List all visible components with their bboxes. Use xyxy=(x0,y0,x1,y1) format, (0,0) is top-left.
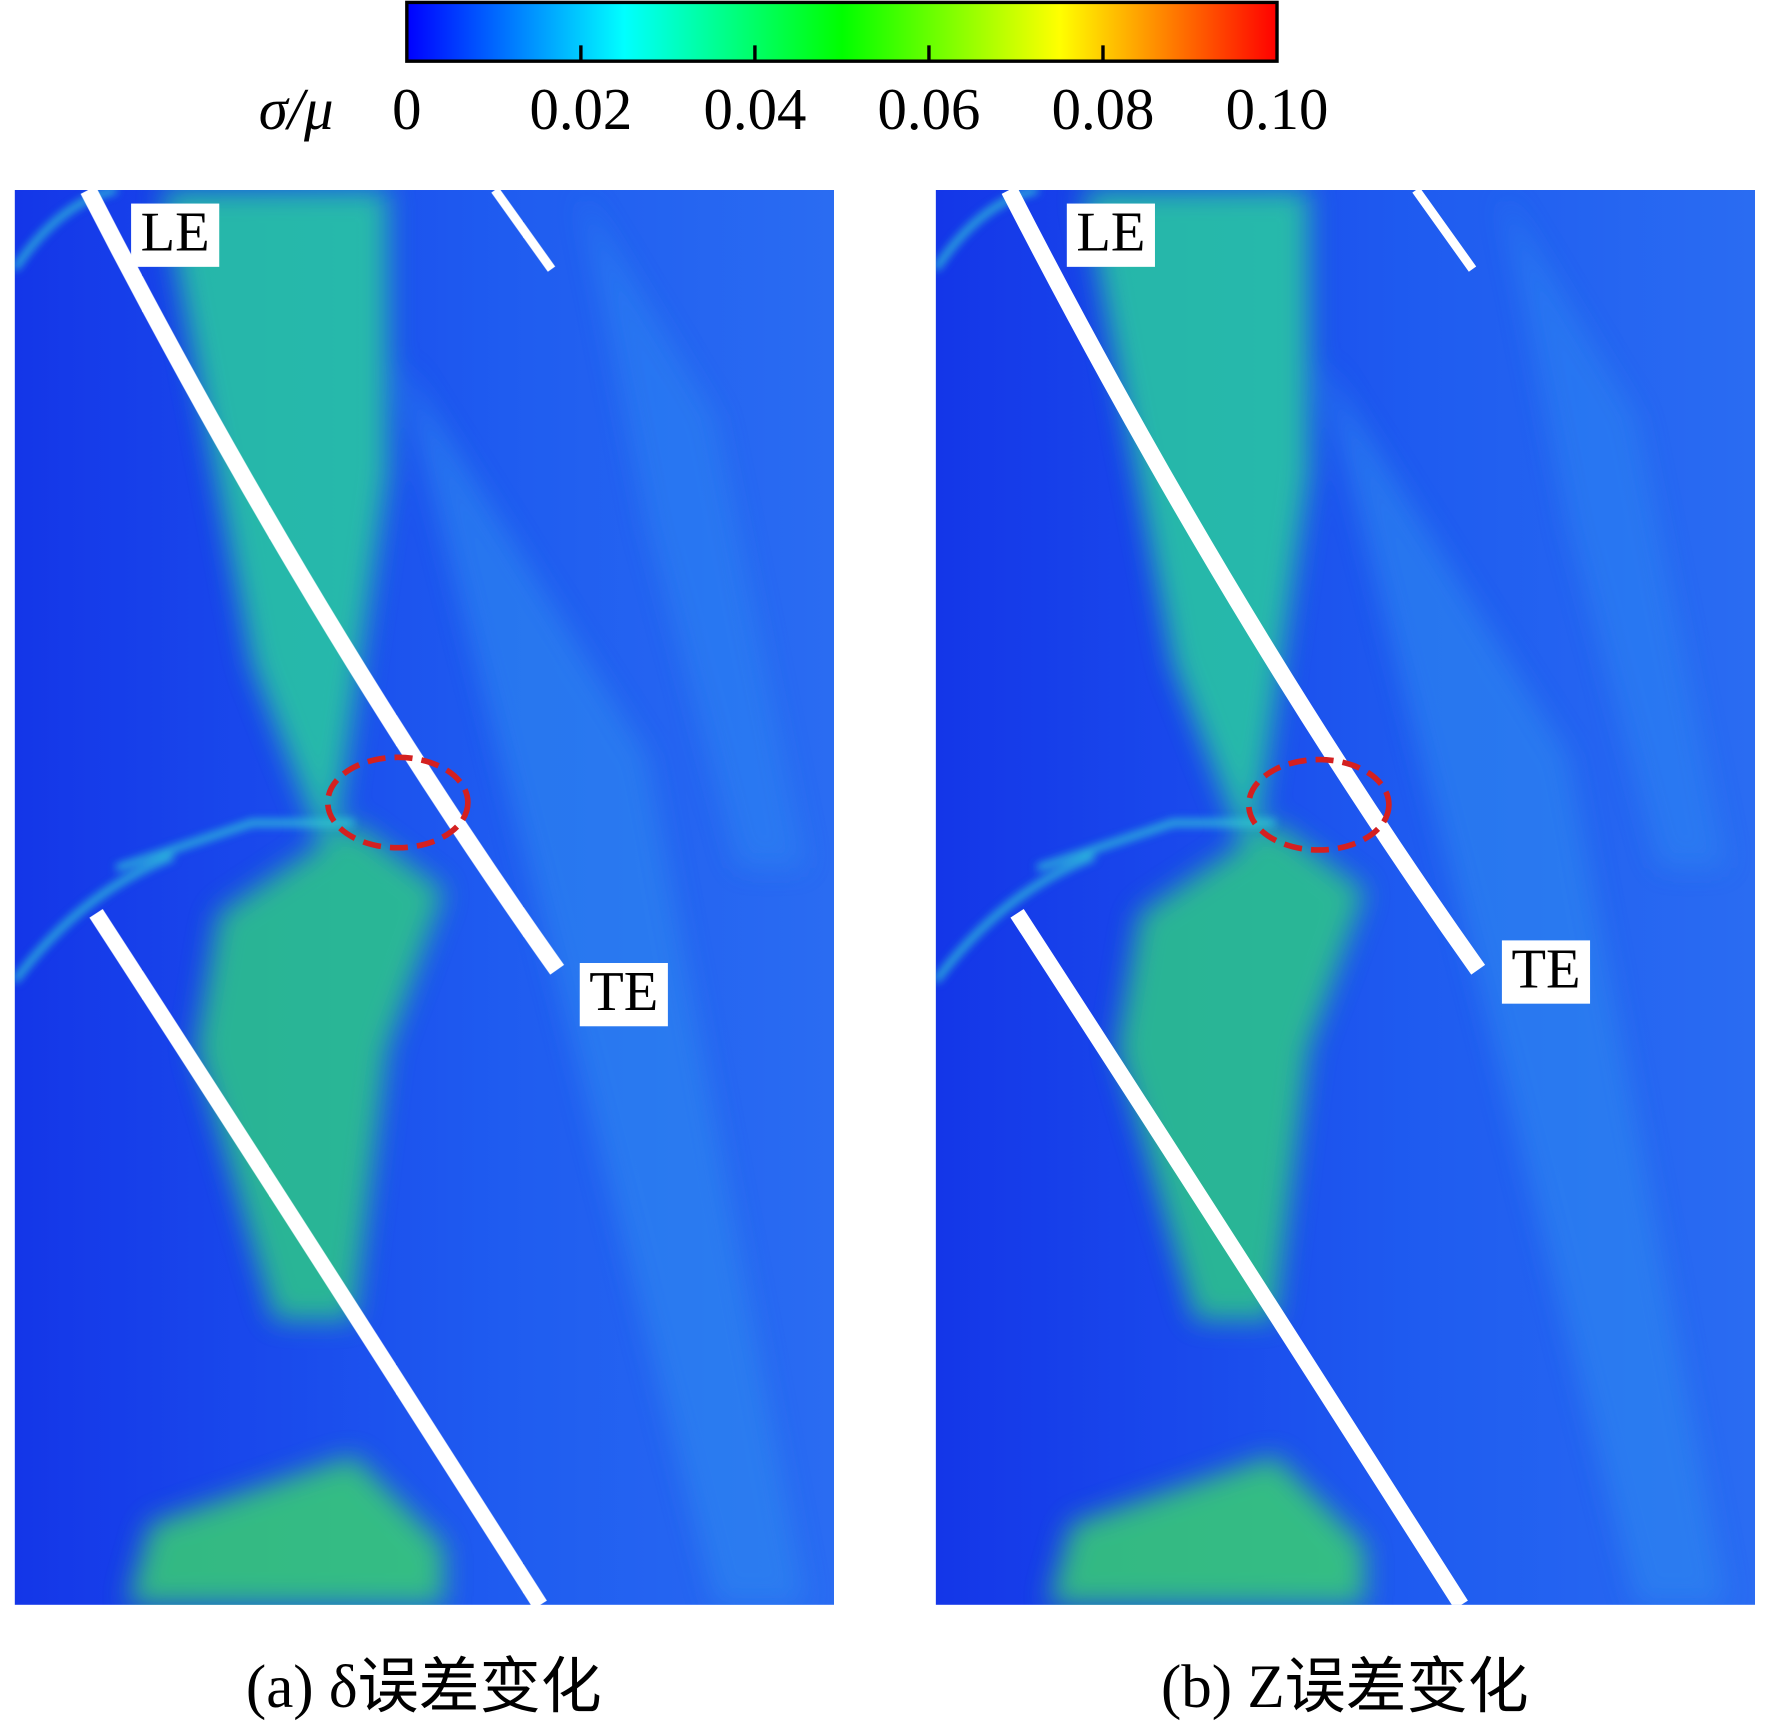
panel-label: LE xyxy=(1076,201,1145,263)
colorbar-tick-label: 0.10 xyxy=(1226,77,1329,142)
label-box xyxy=(131,203,220,267)
label-box xyxy=(1501,940,1591,1004)
panel-label: TE xyxy=(1511,938,1580,1000)
colorbar xyxy=(405,0,1279,63)
highlight xyxy=(324,754,471,851)
label-box xyxy=(579,962,668,1027)
panel-caption: (b) Z误差变化 xyxy=(1161,1654,1529,1721)
panel-caption: (a) δ误差变化 xyxy=(246,1654,602,1721)
colorbar-tick-label: 0.04 xyxy=(704,77,807,142)
colorbar-label: σ/μ xyxy=(259,77,334,142)
colorbar-tick-label: 0.08 xyxy=(1052,77,1155,142)
label-box xyxy=(1066,203,1155,267)
panel-label: LE xyxy=(141,201,210,263)
colorbar-tick-label: 0 xyxy=(392,77,421,142)
colorbar-tick-label: 0.02 xyxy=(529,77,632,142)
colorbar-tick-label: 0.06 xyxy=(878,77,981,142)
highlight xyxy=(1245,756,1392,853)
panel-label: TE xyxy=(589,961,658,1023)
